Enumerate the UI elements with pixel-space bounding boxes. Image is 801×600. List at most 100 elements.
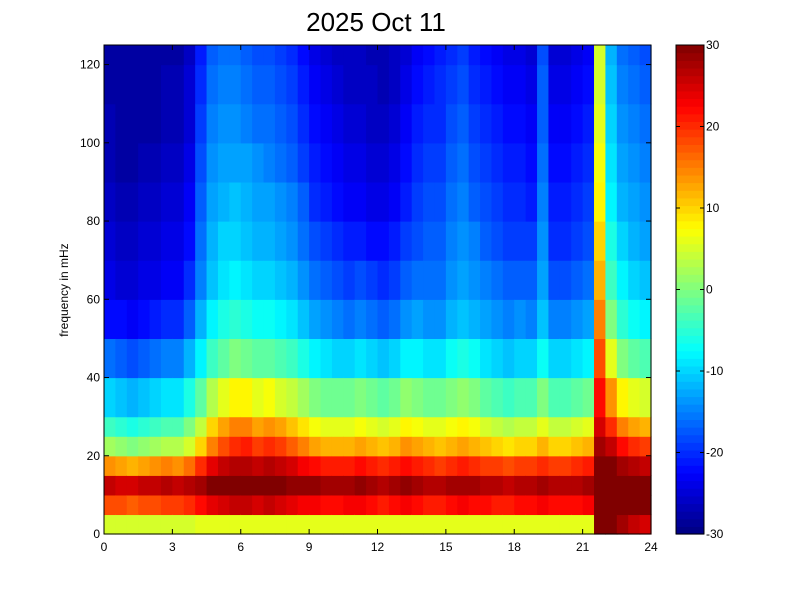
heatmap-cell bbox=[320, 416, 333, 437]
colorbar-band bbox=[676, 151, 704, 161]
heatmap-cell bbox=[366, 181, 379, 222]
heatmap-cell bbox=[491, 494, 504, 516]
colorbar-band bbox=[676, 449, 704, 459]
heatmap-cell bbox=[388, 142, 401, 183]
colorbar-band bbox=[676, 45, 704, 54]
heatmap-cell bbox=[480, 377, 493, 418]
colorbar-band bbox=[676, 419, 704, 428]
heatmap-cell bbox=[548, 64, 561, 105]
heatmap-cell bbox=[594, 416, 607, 437]
heatmap-cell bbox=[172, 377, 185, 418]
heatmap-cell bbox=[354, 455, 367, 476]
colorbar-band bbox=[676, 266, 704, 275]
heatmap-cell bbox=[616, 260, 629, 300]
heatmap-cell bbox=[548, 494, 561, 516]
heatmap-cell bbox=[514, 45, 527, 66]
heatmap-cell bbox=[366, 103, 379, 144]
heatmap-cell bbox=[217, 142, 230, 183]
heatmap-cell bbox=[240, 221, 253, 261]
heatmap-cell bbox=[525, 436, 538, 457]
heatmap-cell bbox=[628, 64, 641, 105]
heatmap-cell bbox=[423, 45, 436, 66]
colorbar bbox=[676, 45, 704, 535]
heatmap-cell bbox=[343, 514, 356, 535]
heatmap-cell bbox=[400, 64, 413, 105]
heatmap-cell bbox=[525, 377, 538, 418]
colorbar-band bbox=[676, 197, 704, 207]
heatmap-cell bbox=[605, 260, 618, 300]
heatmap-cell bbox=[411, 299, 424, 339]
heatmap-cell bbox=[525, 45, 538, 66]
heatmap-cell bbox=[559, 64, 572, 105]
heatmap-cell bbox=[160, 338, 173, 379]
heatmap-cell bbox=[160, 181, 173, 222]
heatmap-cell bbox=[172, 181, 185, 222]
heatmap-cell bbox=[149, 299, 162, 339]
heatmap-cell bbox=[571, 377, 584, 418]
heatmap-cell bbox=[400, 377, 413, 418]
heatmap-cell bbox=[206, 475, 219, 496]
heatmap-cell bbox=[343, 455, 356, 476]
heatmap-cell bbox=[183, 475, 196, 496]
heatmap-cell bbox=[582, 436, 595, 457]
heatmap-cell bbox=[354, 436, 367, 457]
heatmap-cell bbox=[388, 64, 401, 105]
heatmap-cell bbox=[331, 103, 344, 144]
heatmap-cell bbox=[445, 221, 458, 261]
heatmap-cell bbox=[297, 64, 310, 105]
heatmap-cell bbox=[537, 416, 550, 437]
heatmap-cell bbox=[423, 299, 436, 339]
heatmap-cell bbox=[537, 455, 550, 476]
heatmap-cell bbox=[343, 221, 356, 261]
heatmap-cell bbox=[445, 142, 458, 183]
heatmap-cell bbox=[445, 64, 458, 105]
heatmap-cell bbox=[126, 181, 139, 222]
heatmap-cell bbox=[434, 494, 447, 516]
colorbar-band bbox=[676, 358, 704, 367]
heatmap-cell bbox=[377, 514, 390, 535]
heatmap-cell bbox=[514, 455, 527, 476]
heatmap-cell bbox=[172, 338, 185, 379]
colorbar-band bbox=[676, 83, 704, 92]
heatmap-cell bbox=[286, 338, 299, 379]
colorbar-band bbox=[676, 75, 704, 84]
heatmap-cell bbox=[104, 416, 116, 437]
heatmap-cell bbox=[195, 142, 208, 183]
heatmap-cell bbox=[172, 514, 185, 535]
heatmap-cell bbox=[377, 494, 390, 516]
heatmap-cell bbox=[480, 436, 493, 457]
heatmap-cell bbox=[628, 299, 641, 339]
heatmap-cell bbox=[217, 455, 230, 476]
heatmap-cell bbox=[149, 221, 162, 261]
heatmap-cell bbox=[104, 103, 116, 144]
heatmap-cell bbox=[400, 260, 413, 300]
heatmap-cell bbox=[331, 45, 344, 66]
heatmap-cell bbox=[628, 455, 641, 476]
heatmap-cell bbox=[582, 142, 595, 183]
x-tick-label: 18 bbox=[508, 540, 522, 554]
heatmap-cell bbox=[354, 514, 367, 535]
heatmap-cell bbox=[263, 45, 276, 66]
heatmap-cell bbox=[195, 377, 208, 418]
heatmap-cell bbox=[628, 494, 641, 516]
heatmap-cell bbox=[514, 338, 527, 379]
heatmap-cell bbox=[537, 436, 550, 457]
heatmap-cell bbox=[183, 299, 196, 339]
heatmap-cell bbox=[343, 416, 356, 437]
heatmap-cell bbox=[491, 142, 504, 183]
heatmap-cell bbox=[240, 64, 253, 105]
heatmap-cell bbox=[445, 260, 458, 300]
heatmap-cell bbox=[571, 455, 584, 476]
heatmap-cell bbox=[457, 475, 470, 496]
x-tick-label: 9 bbox=[306, 540, 313, 554]
heatmap-cell bbox=[183, 514, 196, 535]
heatmap-cell bbox=[172, 299, 185, 339]
heatmap-cell bbox=[468, 436, 481, 457]
colorbar-band bbox=[676, 258, 704, 268]
heatmap-cell bbox=[411, 64, 424, 105]
heatmap-cell bbox=[104, 181, 116, 222]
heatmap-cell bbox=[309, 338, 322, 379]
heatmap-cell bbox=[559, 494, 572, 516]
heatmap-cell bbox=[559, 416, 572, 437]
heatmap-cell bbox=[331, 338, 344, 379]
